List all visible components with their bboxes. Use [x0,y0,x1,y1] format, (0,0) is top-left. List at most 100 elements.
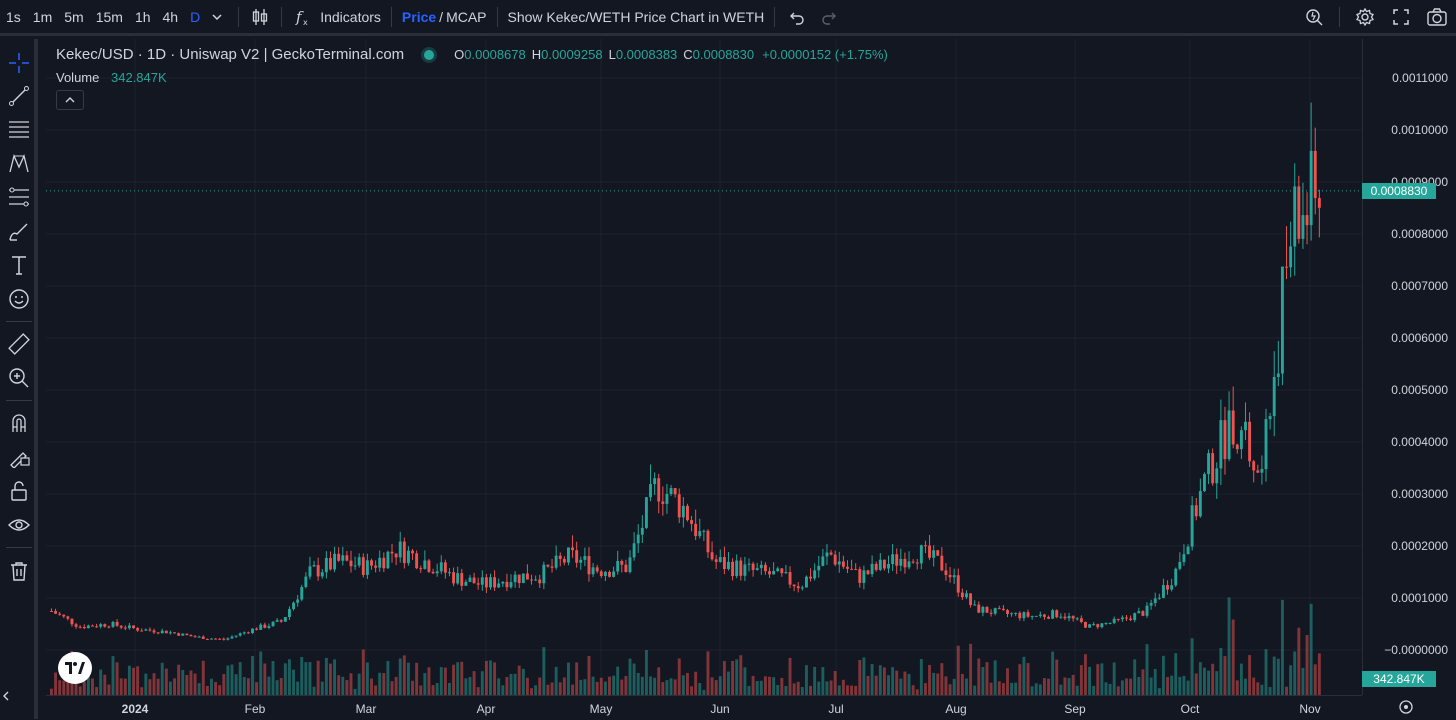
eye-icon[interactable] [7,513,31,537]
fib-retracement-icon[interactable] [7,185,31,209]
lock-drawing-icon[interactable] [7,445,31,469]
volume-bar [415,662,419,695]
candle-body [657,478,661,502]
mcap-option[interactable]: MCAP [446,8,487,25]
low-value: 0.0008383 [615,47,678,62]
pattern-icon[interactable] [7,151,31,175]
candle-body [152,630,156,633]
unlock-icon[interactable] [7,479,31,503]
volume-bar [714,680,718,695]
volume-bar [1239,663,1243,695]
candle-body [624,564,628,572]
volume-bar [205,685,209,695]
timeframe-5m[interactable]: 5m [64,8,84,25]
candle-body [185,633,189,636]
candle-body [591,567,595,575]
chevron-up-icon [65,97,75,103]
candlestick-chart-type-icon[interactable] [249,6,271,28]
crosshair-icon[interactable] [7,51,31,75]
trash-icon[interactable] [7,559,31,583]
chevron-down-icon[interactable] [206,6,228,28]
price-option[interactable]: Price [401,8,437,25]
camera-icon[interactable] [1426,6,1448,28]
volume-bar [476,687,480,695]
magnet-icon[interactable] [7,411,31,435]
candle-body [562,558,566,563]
candle-body [542,564,546,584]
chart-pane[interactable] [46,39,1362,695]
volume-bar [796,681,800,695]
timeframe-15m[interactable]: 15m [95,8,123,25]
candle-body [402,541,406,564]
candle-body [710,552,714,560]
collapse-left-icon[interactable] [0,684,18,708]
price-axis[interactable]: 0.00110000.00100000.00090000.00080000.00… [1362,39,1456,695]
volume-bar [214,681,218,695]
volume-bar [1112,662,1116,695]
timeframe-1s[interactable]: 1s [6,8,21,25]
low-label: L [608,47,616,62]
volume-bar [472,671,476,695]
volume-bar [99,669,103,695]
timeframe-4h[interactable]: 4h [162,8,179,25]
high-label: H [531,47,542,62]
volume-bar [936,673,940,695]
volume-bar [866,675,870,695]
candle-body [177,633,181,636]
volume-bar [296,681,300,695]
candle-body [965,593,968,598]
symbol-title[interactable]: Kekec/USD · 1D · Uniswap V2 | GeckoTermi… [56,46,405,63]
timeframe-1h[interactable]: 1h [134,8,151,25]
brush-icon[interactable] [7,219,31,243]
quick-search-icon[interactable] [1303,6,1325,28]
tradingview-logo[interactable] [58,652,92,684]
volume-bar [1207,670,1211,695]
text-tool-icon[interactable] [7,253,31,277]
toolbar-divider [6,400,32,401]
candle-body [653,478,657,485]
candle-body [382,557,386,569]
candle-body [181,633,185,636]
candle-body [969,593,973,605]
volume-bar [702,689,706,695]
candle-body [107,626,111,628]
horizontal-lines-icon[interactable] [7,117,31,141]
axis-settings-icon[interactable] [1398,699,1414,720]
candle-body [907,561,911,568]
candle-body [517,574,521,584]
price-chart[interactable] [46,39,1362,695]
fullscreen-icon[interactable] [1390,6,1412,28]
candle-body [1305,215,1309,226]
volume-bar [329,663,332,695]
volume-value: 342.847K [111,70,167,85]
volume-bar [800,687,804,695]
candle-body [1022,612,1026,619]
candle-body [115,621,119,626]
price-mcap-toggle[interactable]: Price / MCAP [402,9,487,25]
collapse-legend-button[interactable] [56,90,84,110]
candle-body [841,561,845,567]
timeframe-1m[interactable]: 1m [32,8,53,25]
emoji-icon[interactable] [7,287,31,311]
undo-icon[interactable] [785,6,807,28]
price-tick-label: −0.0000000 [1384,643,1448,657]
timeframe-d[interactable]: D [190,8,201,25]
time-axis[interactable]: 2024 Feb Mar Apr May Jun Jul Aug Sep Oct Nov [46,695,1362,719]
gear-icon[interactable] [1354,6,1376,28]
candle-body [509,582,513,588]
volume-bar [1313,664,1317,695]
show-weth-chart-button[interactable]: Show Kekec/WETH Price Chart in WETH [507,8,765,25]
candle-body [82,627,86,629]
volume-bar [755,681,759,695]
trend-line-icon[interactable] [7,84,31,108]
toolbar-divider [281,6,283,27]
candle-body [829,552,833,555]
candle-body [1001,608,1005,611]
redo-icon[interactable] [819,6,841,28]
zoom-in-icon[interactable] [7,366,31,390]
volume-bar [189,670,193,695]
volume-bar [1104,682,1108,695]
ruler-icon[interactable] [7,332,31,356]
volume-bar [1096,664,1100,695]
